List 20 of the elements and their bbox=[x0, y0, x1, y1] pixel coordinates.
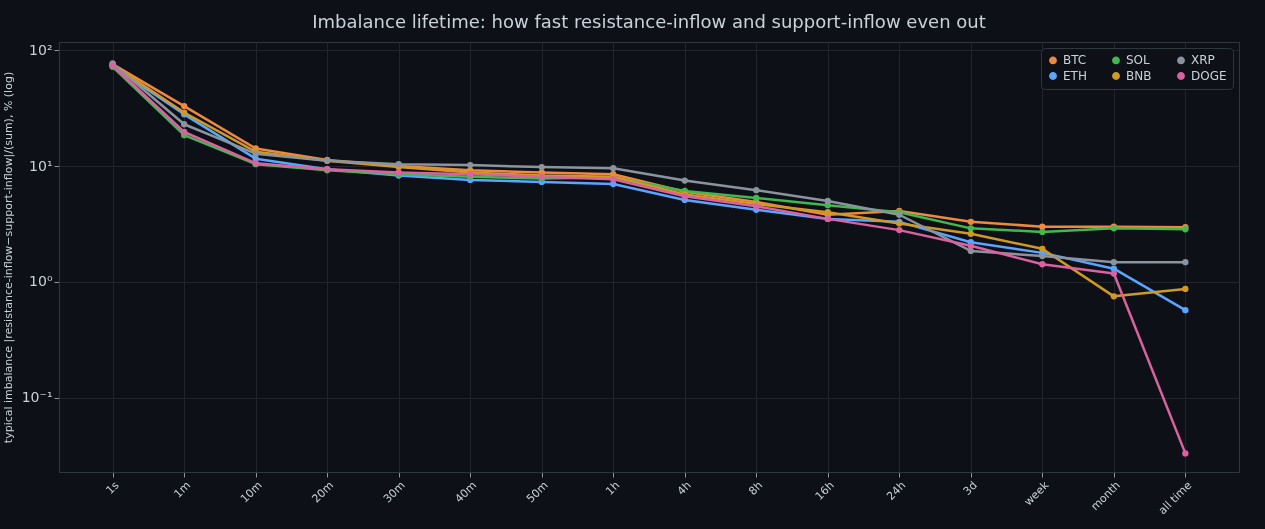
x-tick-label: 1m bbox=[171, 478, 194, 501]
legend-label: XRP bbox=[1191, 53, 1215, 68]
x-tick-label: 24h bbox=[884, 478, 909, 503]
x-tick-label: 1s bbox=[103, 478, 122, 497]
x-tick-label: 8h bbox=[746, 478, 766, 498]
legend-label: SOL bbox=[1126, 53, 1151, 68]
legend-label: BNB bbox=[1126, 69, 1152, 83]
y-tick-label: 10² bbox=[29, 41, 53, 58]
legend-label: ETH bbox=[1063, 69, 1087, 83]
x-tick-label: 4h bbox=[674, 478, 694, 498]
x-tick-label: 1h bbox=[603, 478, 623, 498]
x-tick-label: 3d bbox=[960, 478, 980, 498]
legend-label: BTC bbox=[1063, 53, 1087, 68]
y-axis-title: typical imbalance |resistance-inflow−support-inflow|/(sum), % (log) bbox=[1, 71, 15, 444]
chart-title: Imbalance lifetime: how fast resistance-inflow and support-inflow even out bbox=[312, 11, 986, 32]
x-tick-label: 16h bbox=[812, 478, 837, 503]
y-tick-label: 10⁻¹ bbox=[21, 389, 53, 406]
y-tick-label: 10¹ bbox=[29, 157, 53, 174]
y-tick-label: 10⁰ bbox=[29, 273, 53, 290]
legend-label: DOGE bbox=[1191, 69, 1227, 83]
